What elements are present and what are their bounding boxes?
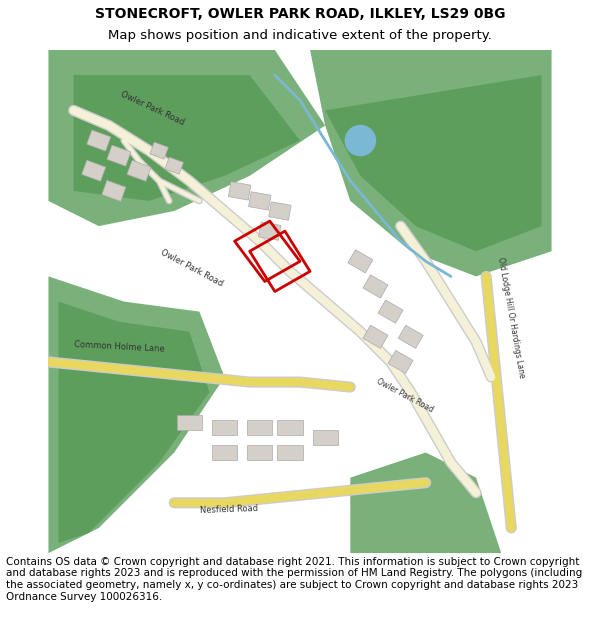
- Bar: [177, 415, 202, 430]
- Bar: [165, 158, 184, 174]
- Bar: [102, 181, 126, 201]
- Text: Owler Park Road: Owler Park Road: [119, 90, 185, 128]
- Bar: [378, 300, 403, 323]
- Bar: [107, 145, 131, 166]
- Circle shape: [345, 126, 376, 156]
- Text: Owler Park Road: Owler Park Road: [159, 248, 224, 289]
- Bar: [388, 351, 413, 374]
- Bar: [259, 222, 281, 240]
- Text: STONECROFT, OWLER PARK ROAD, ILKLEY, LS29 0BG: STONECROFT, OWLER PARK ROAD, ILKLEY, LS2…: [95, 7, 505, 21]
- Bar: [212, 445, 237, 460]
- Bar: [363, 325, 388, 348]
- Bar: [247, 445, 272, 460]
- Text: Common Holme Lane: Common Holme Lane: [74, 340, 164, 354]
- Bar: [363, 275, 388, 298]
- Bar: [82, 160, 106, 181]
- Text: Old Lodge Hill Or Hardings Lane: Old Lodge Hill Or Hardings Lane: [496, 257, 526, 379]
- Bar: [269, 202, 291, 220]
- Bar: [87, 130, 111, 151]
- Bar: [150, 142, 169, 159]
- Text: Nesfield Road: Nesfield Road: [199, 504, 258, 515]
- Bar: [277, 445, 302, 460]
- Bar: [229, 182, 251, 200]
- Bar: [127, 160, 151, 181]
- Bar: [247, 420, 272, 435]
- Bar: [398, 325, 423, 348]
- Text: Map shows position and indicative extent of the property.: Map shows position and indicative extent…: [108, 29, 492, 42]
- Bar: [277, 420, 302, 435]
- Bar: [212, 420, 237, 435]
- Text: Owler Park Road: Owler Park Road: [376, 377, 436, 414]
- Bar: [248, 192, 271, 210]
- Bar: [313, 430, 338, 445]
- Bar: [348, 250, 373, 273]
- Text: Contains OS data © Crown copyright and database right 2021. This information is : Contains OS data © Crown copyright and d…: [6, 557, 582, 601]
